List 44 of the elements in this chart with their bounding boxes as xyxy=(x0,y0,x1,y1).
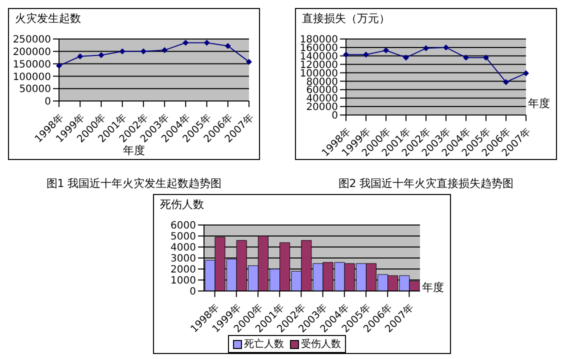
point xyxy=(56,62,62,69)
point xyxy=(224,42,231,49)
y-tick-label: 1000 xyxy=(170,276,196,287)
point xyxy=(463,54,469,61)
text: 图1 我国近十年火灾发生起数趋势图 xyxy=(45,176,223,191)
legend-label: 死亡人数 xyxy=(243,338,284,351)
legend-label: 受伤人数 xyxy=(300,338,341,351)
point xyxy=(423,45,429,52)
y-tick-label: 250000 xyxy=(12,34,51,46)
y-tick-label: 3000 xyxy=(170,254,196,265)
point xyxy=(162,47,168,54)
point xyxy=(523,70,529,76)
text: 图2 我国近十年火灾直接损失趋势图 xyxy=(337,176,515,191)
y-tick-label: 0 xyxy=(44,96,51,108)
point xyxy=(77,53,84,60)
y-tick-label: 100000 xyxy=(12,72,51,83)
x-axis-title: 年度 xyxy=(528,96,550,111)
x-axis-title: 年度 xyxy=(123,144,145,157)
point xyxy=(182,40,189,46)
point xyxy=(343,52,349,58)
point xyxy=(363,52,369,58)
y-tick-label: 4000 xyxy=(170,242,196,254)
y-axis-title: 直接损失（万元） xyxy=(302,12,391,25)
point xyxy=(98,52,104,58)
point xyxy=(403,54,409,61)
y-tick-label: 150000 xyxy=(12,59,51,70)
point xyxy=(204,40,210,46)
y-axis-title: 死伤人数 xyxy=(160,198,205,211)
y-tick-label: 6000 xyxy=(170,220,196,232)
point xyxy=(119,48,126,54)
point xyxy=(503,79,509,86)
y-axis-title: 火灾发生起数 xyxy=(15,12,82,25)
y-tick-label: 2000 xyxy=(170,264,196,276)
point xyxy=(483,54,489,61)
y-tick-label: 0 xyxy=(190,286,196,298)
point xyxy=(246,58,252,65)
y-tick-label: 50000 xyxy=(19,84,51,96)
y-tick-label: 0 xyxy=(332,110,338,122)
y-tick-label: 5000 xyxy=(170,232,196,243)
point xyxy=(443,44,449,50)
point xyxy=(140,48,146,54)
x-axis-title: 年度 xyxy=(422,280,444,295)
point xyxy=(383,47,389,54)
y-tick-label: 200000 xyxy=(12,46,51,58)
